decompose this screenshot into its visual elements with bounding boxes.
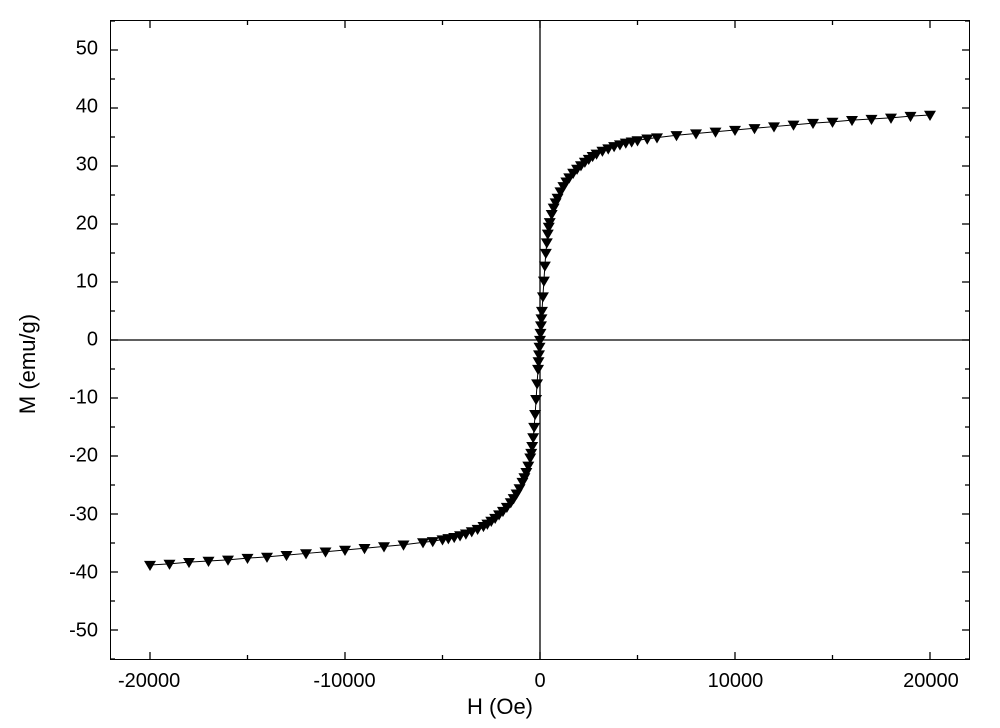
y-tick-label: 10	[76, 270, 98, 293]
plot-area	[110, 20, 970, 660]
y-tick-label: 40	[76, 96, 98, 119]
y-axis-label: M (emu/g)	[15, 314, 41, 414]
x-tick-label: 10000	[708, 670, 764, 693]
y-tick-label: 50	[76, 38, 98, 61]
x-axis-label: H (Oe)	[467, 694, 533, 720]
y-tick-label: -40	[69, 561, 98, 584]
y-tick-label: -10	[69, 387, 98, 410]
y-tick-label: 0	[87, 329, 98, 352]
x-tick-label: 20000	[903, 670, 959, 693]
plot-svg	[111, 21, 969, 659]
x-tick-label: -10000	[313, 670, 375, 693]
y-tick-label: 30	[76, 154, 98, 177]
chart-container: -50-40-30-20-1001020304050 -20000-100000…	[110, 20, 970, 660]
y-tick-label: -30	[69, 503, 98, 526]
x-tick-label: -20000	[118, 670, 180, 693]
x-tick-label: 0	[534, 670, 545, 693]
y-tick-label: -20	[69, 445, 98, 468]
y-tick-label: -50	[69, 619, 98, 642]
y-tick-label: 20	[76, 212, 98, 235]
